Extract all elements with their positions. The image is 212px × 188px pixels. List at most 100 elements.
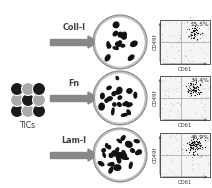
Ellipse shape <box>126 141 132 147</box>
Point <box>191 91 195 94</box>
Point <box>191 167 195 170</box>
Bar <box>50 95 88 101</box>
Ellipse shape <box>117 139 121 143</box>
Point <box>179 161 183 164</box>
Point <box>168 86 171 89</box>
Ellipse shape <box>117 103 121 106</box>
Polygon shape <box>88 149 98 161</box>
Point <box>203 174 206 177</box>
Ellipse shape <box>112 92 116 96</box>
Point <box>170 134 174 137</box>
Point <box>187 150 191 153</box>
Point <box>190 21 193 24</box>
Point <box>197 134 200 137</box>
Polygon shape <box>88 92 98 104</box>
Point <box>170 77 173 80</box>
Text: CD61: CD61 <box>178 67 192 72</box>
Point <box>175 42 178 45</box>
Point <box>191 85 195 88</box>
Circle shape <box>11 83 24 96</box>
Point <box>189 81 192 84</box>
Point <box>169 170 173 173</box>
Point <box>160 106 163 109</box>
Point <box>188 145 192 148</box>
Point <box>178 39 182 42</box>
Bar <box>160 133 210 177</box>
Point <box>189 146 192 149</box>
Point <box>191 152 195 155</box>
Point <box>193 24 196 27</box>
Point <box>188 89 192 92</box>
Point <box>197 147 201 150</box>
Point <box>204 53 208 56</box>
Point <box>204 138 207 141</box>
Point <box>197 142 200 145</box>
Point <box>176 49 179 52</box>
Point <box>197 143 201 146</box>
Point <box>190 162 194 165</box>
Point <box>195 34 198 37</box>
Point <box>200 134 204 137</box>
Point <box>194 139 198 143</box>
Point <box>202 40 205 43</box>
Ellipse shape <box>114 165 121 170</box>
Point <box>191 151 194 154</box>
Point <box>190 32 193 35</box>
Point <box>190 84 193 87</box>
Point <box>170 45 173 48</box>
Point <box>184 154 188 157</box>
Text: 34.4%: 34.4% <box>190 78 209 83</box>
Point <box>186 89 189 92</box>
Point <box>196 86 199 89</box>
Point <box>187 147 190 150</box>
Point <box>194 89 197 92</box>
Point <box>184 156 188 159</box>
Point <box>172 102 175 105</box>
Point <box>196 37 199 40</box>
Point <box>189 87 192 90</box>
Point <box>206 86 209 89</box>
Ellipse shape <box>118 96 122 99</box>
Point <box>194 144 198 147</box>
Ellipse shape <box>107 86 111 89</box>
Point <box>191 88 195 91</box>
Point <box>188 48 192 51</box>
Point <box>194 88 198 91</box>
Text: 15.5%: 15.5% <box>190 22 209 27</box>
Point <box>199 91 202 94</box>
Point <box>188 32 191 35</box>
Point <box>177 100 180 103</box>
Ellipse shape <box>118 32 123 37</box>
Point <box>191 151 195 154</box>
Point <box>195 85 198 88</box>
Point <box>191 137 195 140</box>
Point <box>192 140 195 143</box>
Ellipse shape <box>123 103 126 106</box>
Point <box>189 91 193 94</box>
Point <box>174 78 177 81</box>
Ellipse shape <box>121 44 125 47</box>
Point <box>188 140 191 143</box>
Bar <box>160 76 210 120</box>
Ellipse shape <box>109 168 113 173</box>
Point <box>159 173 163 176</box>
Text: CD61: CD61 <box>178 180 192 185</box>
Point <box>195 153 198 156</box>
Point <box>194 22 197 25</box>
Point <box>169 102 173 105</box>
Point <box>188 87 191 90</box>
Point <box>186 91 190 94</box>
Point <box>194 146 198 149</box>
Point <box>165 54 169 57</box>
Point <box>201 32 204 35</box>
Point <box>164 155 168 158</box>
Point <box>192 29 196 32</box>
Point <box>204 86 207 89</box>
Point <box>194 96 197 99</box>
Point <box>190 30 193 33</box>
Point <box>199 90 202 93</box>
Ellipse shape <box>100 93 104 99</box>
Point <box>194 27 197 30</box>
Point <box>207 171 210 174</box>
Point <box>162 58 165 61</box>
